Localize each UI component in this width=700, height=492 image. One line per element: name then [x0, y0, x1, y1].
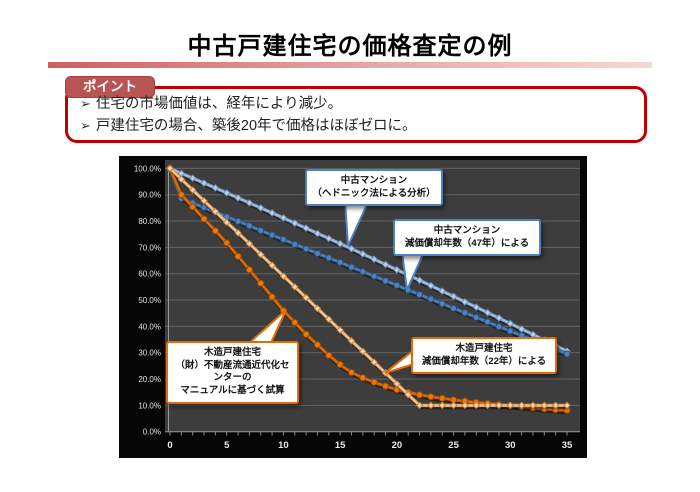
svg-text:35: 35: [562, 440, 573, 451]
svg-text:30.0%: 30.0%: [138, 349, 161, 358]
svg-text:15: 15: [335, 440, 346, 451]
svg-text:40.0%: 40.0%: [138, 322, 161, 331]
svg-text:90.0%: 90.0%: [138, 191, 161, 200]
points-bullet-list: ➢ 住宅の市場価値は、経年により減少。 ➢ 戸建住宅の場合、築後20年で価格はほぼゼ…: [80, 93, 417, 137]
title-divider: [48, 62, 652, 68]
svg-text:5: 5: [224, 440, 230, 451]
svg-text:70.0%: 70.0%: [138, 243, 161, 252]
slide-title: 中古戸建住宅の価格査定の例: [187, 33, 513, 60]
callout-mansion-47yr: 中古マンション 減価償却年数（47年）による: [393, 219, 541, 257]
bullet-item: ➢ 住宅の市場価値は、経年により減少。: [80, 93, 417, 115]
bullet-item: ➢ 戸建住宅の場合、築後20年で価格はほぼゼロに。: [80, 115, 417, 137]
callout-wooden-22yr: 木造戸建住宅 減価償却年数（22年）による: [411, 337, 557, 375]
callout-line: 木造戸建住宅: [203, 347, 261, 358]
points-box: [65, 86, 647, 143]
svg-text:80.0%: 80.0%: [138, 217, 161, 226]
bullet-text: 住宅の市場価値は、経年により減少。: [95, 96, 343, 112]
svg-text:30: 30: [505, 440, 516, 451]
callout-line: 中古マンション: [340, 175, 408, 186]
callout-line: （ヘドニック法による分析）: [312, 187, 436, 199]
svg-text:25: 25: [448, 440, 459, 451]
svg-text:20.0%: 20.0%: [138, 375, 161, 384]
depreciation-chart: 100.0% 90.0% 80.0% 70.0% 60.0% 50.0% 40.0% 30.0…: [119, 156, 587, 458]
svg-text:10: 10: [278, 440, 289, 451]
svg-text:60.0%: 60.0%: [138, 270, 161, 279]
svg-text:10.0%: 10.0%: [138, 401, 161, 410]
bullet-text: 戸建住宅の場合、築後20年で価格はほぼゼロに。: [95, 118, 417, 134]
callout-line: 中古マンション: [433, 225, 501, 236]
callout-line: 木造戸建住宅: [455, 343, 513, 354]
bullet-arrow-icon: ➢: [80, 118, 91, 133]
svg-text:100.0%: 100.0%: [134, 164, 161, 173]
callout-line: 減価償却年数（47年）による: [404, 237, 530, 249]
callout-hedonic: 中古マンション （ヘドニック法による分析）: [305, 169, 443, 207]
bullet-arrow-icon: ➢: [80, 96, 91, 111]
callout-wooden-manual: 木造戸建住宅 （財）不動産流通近代化センターの マニュアルに基づく試算: [166, 341, 299, 404]
points-tab-label: ポイント: [65, 76, 155, 98]
callout-line: 減価償却年数（22年）による: [421, 355, 547, 367]
svg-text:50.0%: 50.0%: [138, 296, 161, 305]
svg-text:0: 0: [167, 440, 172, 451]
callout-line: （財）不動産流通近代化センターの: [175, 359, 290, 384]
callout-line: マニュアルに基づく試算: [180, 385, 285, 397]
svg-text:0.0%: 0.0%: [143, 428, 161, 437]
svg-text:20: 20: [392, 440, 403, 451]
